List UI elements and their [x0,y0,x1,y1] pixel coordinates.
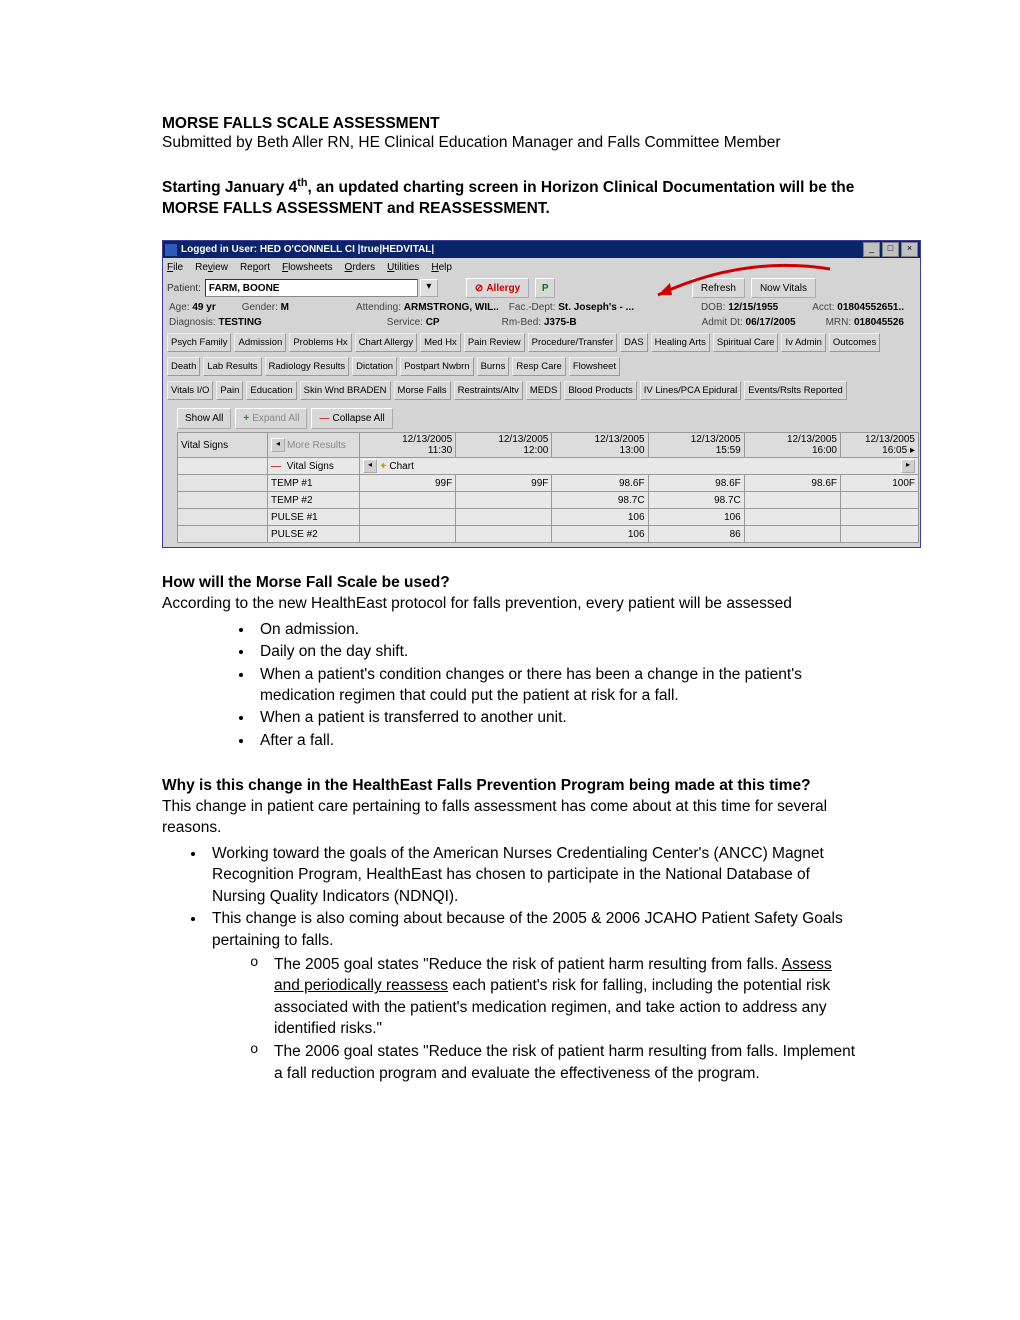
menu-help[interactable]: Help [431,262,452,273]
patient-info-row2: Diagnosis: TESTING Service: CP Rm-Bed: J… [163,315,920,330]
table-row: PULSE #1106106 [178,509,919,526]
tab[interactable]: Chart Allergy [355,333,417,352]
q1-list: On admission.Daily on the day shift.When… [162,619,858,751]
patient-info-row1: Age: 49 yr Gender: M Attending: ARMSTRON… [163,300,920,315]
vital-signs-header: Vital Signs [178,433,268,458]
page-title: MORSE FALLS SCALE ASSESSMENT [162,115,858,133]
menu-orders[interactable]: Orders [345,262,376,273]
tab[interactable]: Burns [477,357,510,376]
app-icon [165,244,177,256]
scroll-right-icon[interactable]: ▸ [901,459,915,473]
q2-sublist: The 2005 goal states "Reduce the risk of… [212,954,858,1084]
list-item: This change is also coming about because… [206,908,858,1084]
tab[interactable]: Problems Hx [289,333,351,352]
tab[interactable]: IV Lines/PCA Epidural [640,381,741,400]
menu-report[interactable]: Report [240,262,270,273]
tab[interactable]: Pain [216,381,243,400]
tab[interactable]: Outcomes [829,333,880,352]
title-bar-text: Logged in User: HED O'CONNELL CI |true|H… [181,244,434,255]
tab[interactable]: DAS [620,333,648,352]
submitted-by: Submitted by Beth Aller RN, HE Clinical … [162,134,858,152]
tab[interactable]: Postpart Nwbrn [400,357,473,376]
tab[interactable]: Healing Arts [651,333,710,352]
tab[interactable]: Radiology Results [265,357,350,376]
close-icon[interactable]: × [901,242,918,257]
tab[interactable]: Skin Wnd BRADEN [300,381,391,400]
table-row: PULSE #210686 [178,526,919,543]
control-row: Show All +Expand All —Collapse All [163,402,920,431]
list-item: When a patient's condition changes or th… [254,664,858,707]
menu-review[interactable]: Review [195,262,228,273]
p-button[interactable]: P [535,278,555,298]
refresh-button[interactable]: Refresh [692,278,745,298]
table-row: TEMP #199F99F98.6F98.6F98.6F100F [178,475,919,492]
tab[interactable]: Vitals I/O [167,381,213,400]
tab[interactable]: MEDS [526,381,561,400]
list-item: When a patient is transferred to another… [254,707,858,728]
scroll-left-icon[interactable]: ◂ [363,459,377,473]
tab[interactable]: Death [167,357,200,376]
next-icon[interactable]: ▸ [910,445,915,456]
list-item: The 2005 goal states "Reduce the risk of… [250,954,858,1040]
tab[interactable]: Admission [234,333,286,352]
list-item: The 2006 goal states "Reduce the risk of… [250,1041,858,1084]
minimize-icon[interactable]: _ [863,242,880,257]
tab[interactable]: Iv Admin [781,333,825,352]
list-item: On admission. [254,619,858,640]
q1-heading: How will the Morse Fall Scale be used? [162,574,858,592]
tab[interactable]: Spiritual Care [713,333,779,352]
app-screenshot: Logged in User: HED O'CONNELL CI |true|H… [162,240,921,548]
tab[interactable]: Psych Family [167,333,231,352]
tabs-area: Psych FamilyAdmissionProblems HxChart Al… [163,330,920,402]
collapse-all-button[interactable]: —Collapse All [311,408,392,429]
table-header-row: Vital Signs ◂More Results 12/13/200511:3… [178,433,919,458]
q2-heading: Why is this change in the HealthEast Fal… [162,777,858,795]
menu-bar: File Review Report Flowsheets Orders Uti… [163,258,920,276]
q2-body: This change in patient care pertaining t… [162,797,858,839]
now-vitals-button[interactable]: Now Vitals [751,278,816,298]
table-row: TEMP #298.7C98.7C [178,492,919,509]
maximize-icon[interactable]: □ [882,242,899,257]
tab[interactable]: Education [246,381,296,400]
tab[interactable]: Resp Care [512,357,565,376]
patient-row: Patient: FARM, BOONE ▾ ⊘Allergy P Refres… [163,276,920,300]
list-item: Working toward the goals of the American… [206,843,858,907]
show-all-button[interactable]: Show All [177,408,231,429]
patient-field[interactable]: FARM, BOONE [205,279,418,297]
tab[interactable]: Blood Products [564,381,636,400]
announcement: Starting January 4th, an updated chartin… [162,176,858,220]
chart-nav-row: — Vital Signs ◂✦Chart▸ [178,458,919,475]
tab[interactable]: Lab Results [203,357,261,376]
tab[interactable]: Morse Falls [394,381,451,400]
expand-all-button[interactable]: +Expand All [235,408,307,429]
vitals-table: Vital Signs ◂More Results 12/13/200511:3… [177,432,919,543]
patient-dropdown-icon[interactable]: ▾ [420,279,438,297]
patient-label: Patient: [167,283,201,294]
menu-utilities[interactable]: Utilities [387,262,419,273]
list-item: After a fall. [254,730,858,751]
tab[interactable]: Pain Review [464,333,525,352]
tab[interactable]: Med Hx [420,333,461,352]
title-bar: Logged in User: HED O'CONNELL CI |true|H… [163,241,920,258]
q2-list: Working toward the goals of the American… [162,843,858,1084]
tab[interactable]: Flowsheet [569,357,620,376]
tab[interactable]: Restraints/Altv [454,381,523,400]
menu-flowsheets[interactable]: Flowsheets [282,262,333,273]
more-results-cell[interactable]: ◂More Results [268,433,360,458]
list-item: Daily on the day shift. [254,641,858,662]
tab[interactable]: Events/Rslts Reported [744,381,847,400]
q1-body: According to the new HealthEast protocol… [162,594,858,615]
prev-icon[interactable]: ◂ [271,438,285,452]
allergy-button[interactable]: ⊘Allergy [466,278,529,298]
tab[interactable]: Procedure/Transfer [528,333,618,352]
vital-signs-subheader[interactable]: — Vital Signs [268,458,360,475]
tab[interactable]: Dictation [352,357,397,376]
menu-file[interactable]: File [167,262,183,273]
